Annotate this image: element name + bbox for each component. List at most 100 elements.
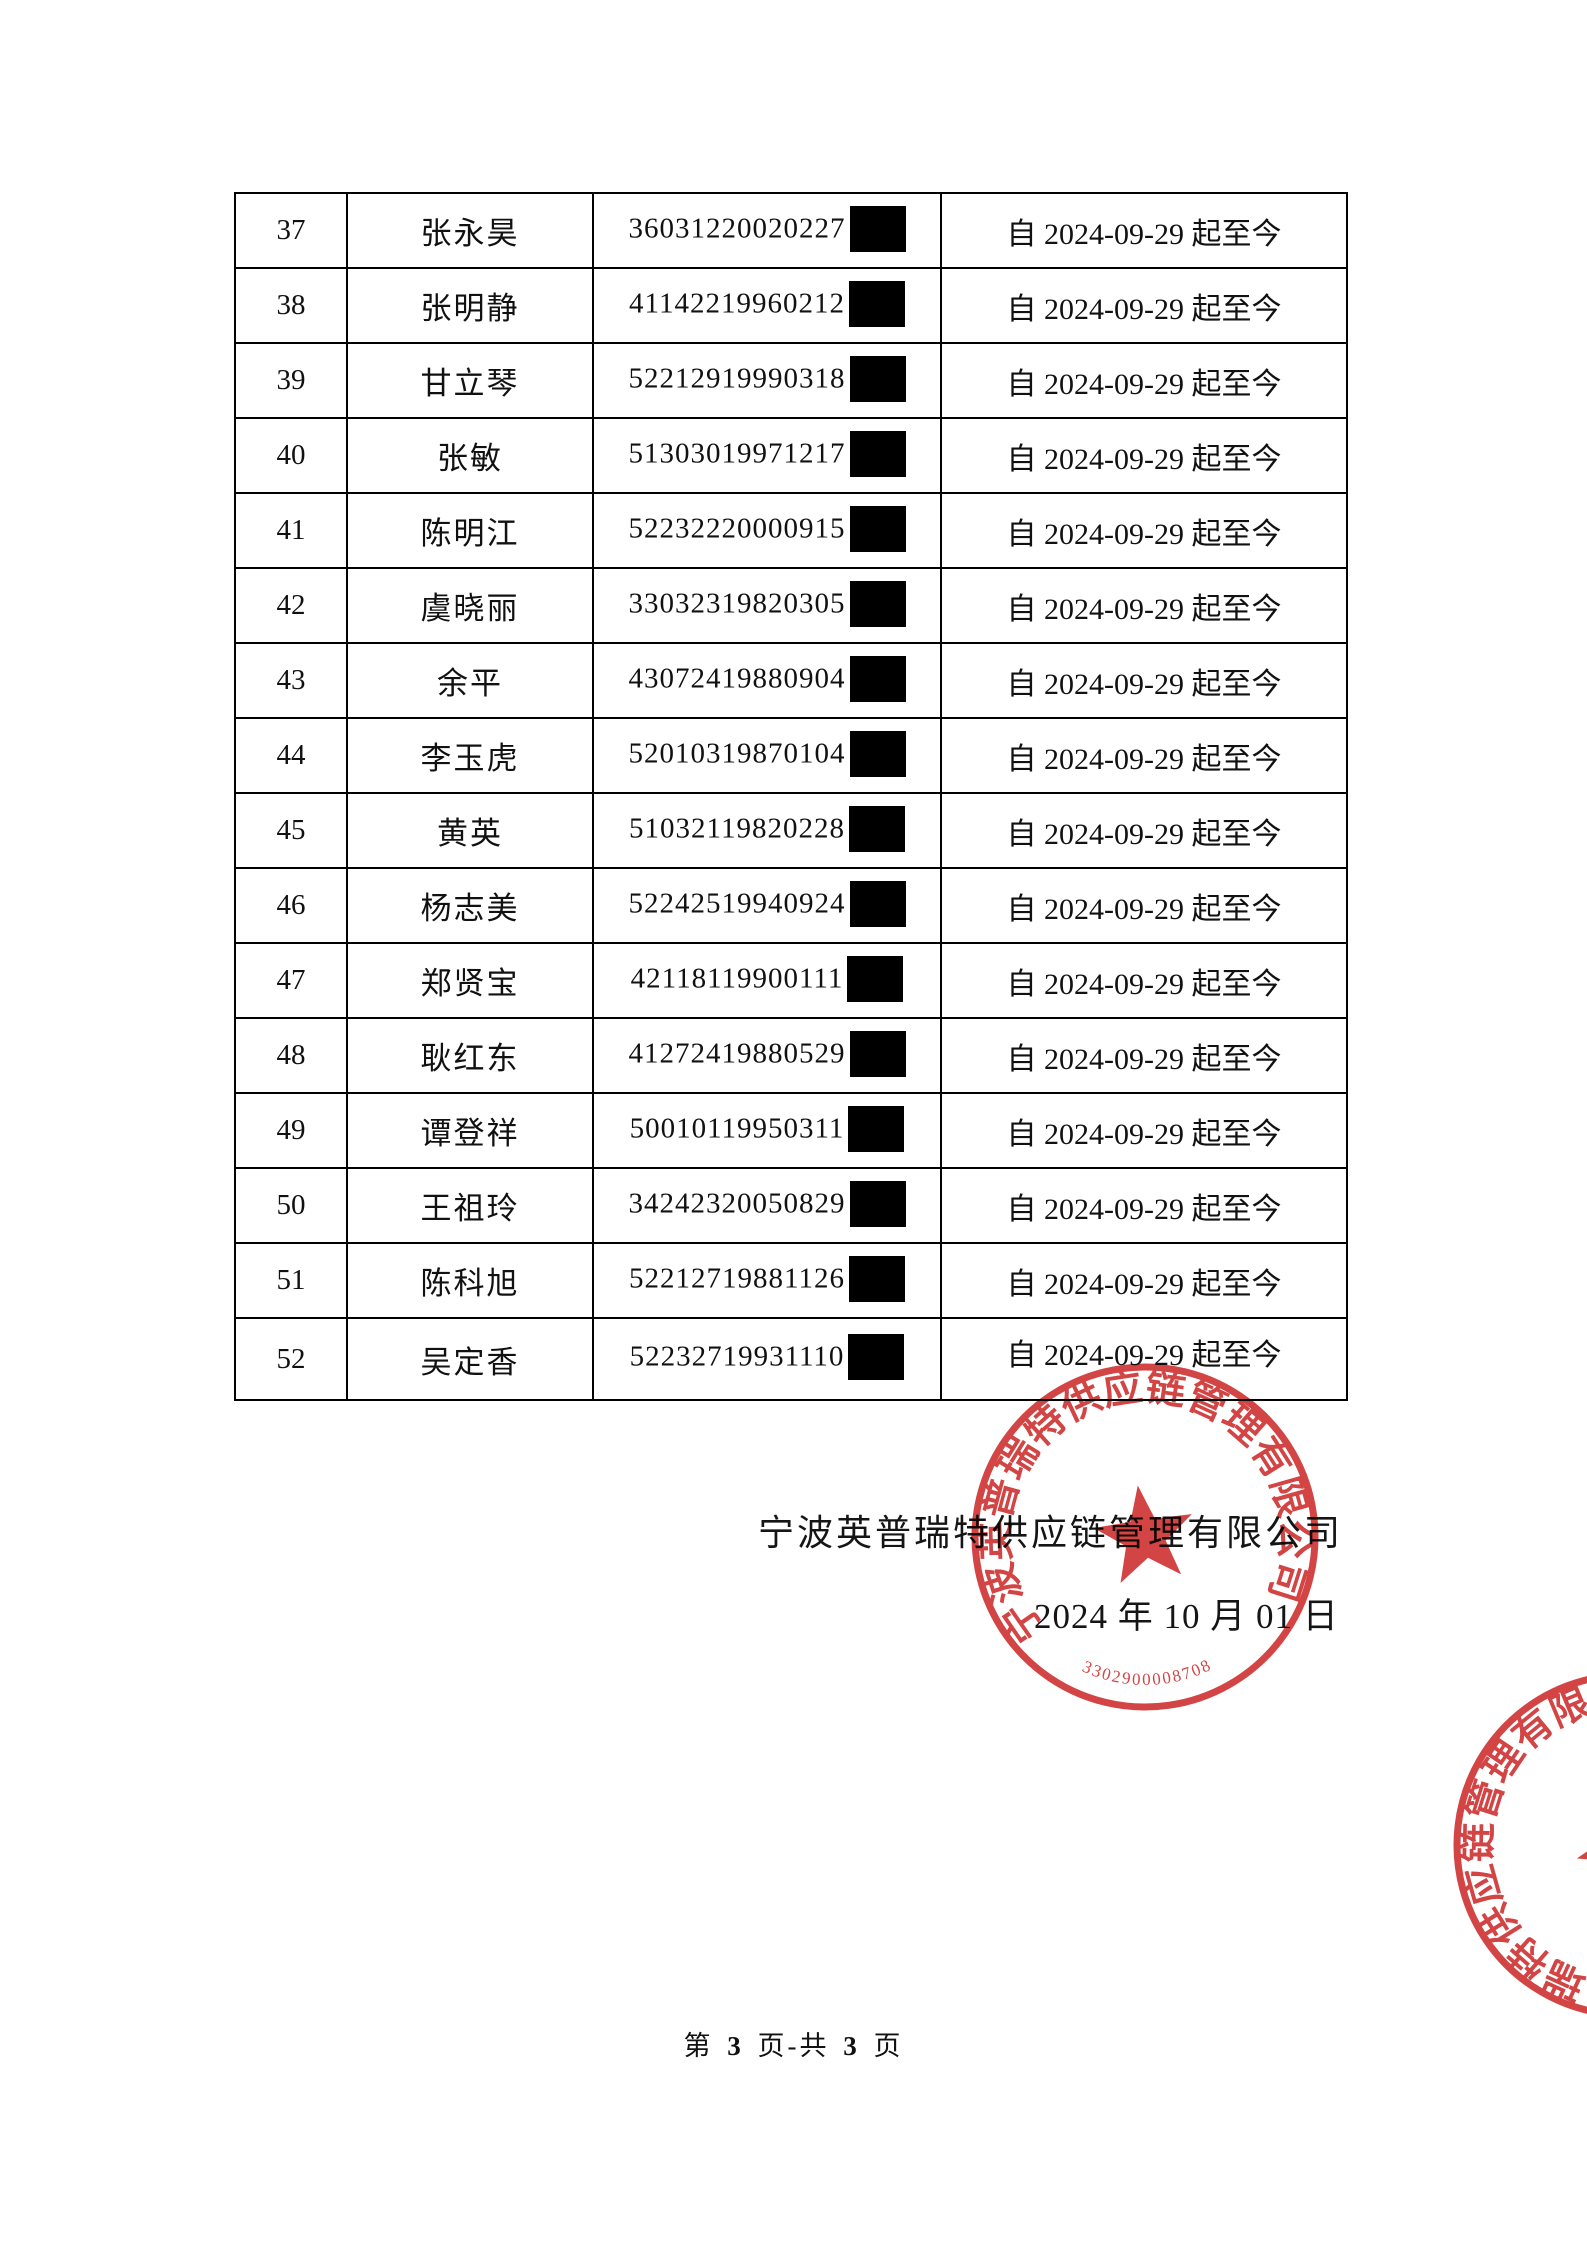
footer-text-prefix: 第 — [683, 2031, 724, 2061]
table-row: 51 陈科旭 52212719881126 自 2024-09-29 起至今 — [234, 1242, 1348, 1319]
company-signature: 宁波英普瑞特供应链管理有限公司 — [758, 1513, 1344, 1553]
redaction-box — [849, 505, 906, 552]
partial-seal-stamp: 宁波英普瑞特供应链管理有限公司 3302900008708 — [1447, 1665, 1587, 2025]
validity-period-cell: 自 2024-09-29 起至今 — [940, 717, 1348, 794]
table-row: 43 余平 43072419880904 自 2024-09-29 起至今 — [234, 642, 1348, 719]
id-number-cell: 36031220020227 — [592, 192, 942, 269]
personnel-table-body: 37 张永昊 36031220020227 自 2024-09-29 起至今 3… — [234, 192, 1348, 1401]
validity-period-cell: 自 2024-09-29 起至今 — [940, 792, 1348, 869]
id-number-digits: 51032119820228 — [629, 812, 845, 845]
person-name-cell: 张永昊 — [346, 192, 594, 269]
person-name-cell: 郑贤宝 — [346, 942, 594, 1019]
table-row: 39 甘立琴 52212919990318 自 2024-09-29 起至今 — [234, 342, 1348, 419]
redaction-box — [849, 430, 906, 477]
redaction-box — [848, 1334, 905, 1380]
id-number-digits: 34242320050829 — [628, 1187, 846, 1220]
id-number-digits: 42118119900111 — [630, 962, 844, 995]
row-number-cell: 48 — [234, 1017, 348, 1094]
validity-period-cell: 自 2024-09-29 起至今 — [940, 567, 1348, 644]
table-row: 44 李玉虎 52010319870104 自 2024-09-29 起至今 — [234, 717, 1348, 794]
person-name-cell: 谭登祥 — [346, 1092, 594, 1169]
table-row: 50 王祖玲 34242320050829 自 2024-09-29 起至今 — [234, 1167, 1348, 1244]
id-number-cell: 52232220000915 — [592, 492, 942, 569]
personnel-table: 37 张永昊 36031220020227 自 2024-09-29 起至今 3… — [234, 192, 1348, 1401]
validity-period-cell: 自 2024-09-29 起至今 — [940, 942, 1348, 1019]
footer-text-middle: 页-共 — [747, 2031, 840, 2061]
person-name-cell: 杨志美 — [346, 867, 594, 944]
person-name-cell: 耿红东 — [346, 1017, 594, 1094]
row-number-cell: 38 — [234, 267, 348, 344]
redaction-box — [847, 955, 904, 1002]
id-number-cell: 52212919990318 — [592, 342, 942, 419]
star-icon — [1576, 1801, 1587, 1897]
id-number-digits: 52212719881126 — [629, 1262, 845, 1295]
redaction-box — [849, 880, 906, 927]
table-row: 42 虞晓丽 33032319820305 自 2024-09-29 起至今 — [234, 567, 1348, 644]
row-number-cell: 52 — [234, 1317, 348, 1401]
row-number-cell: 46 — [234, 867, 348, 944]
id-number-cell: 42118119900111 — [592, 942, 942, 1019]
footer-text-suffix: 页 — [863, 2031, 904, 2061]
validity-period-cell: 自 2024-09-29 起至今 — [940, 867, 1348, 944]
row-number-cell: 39 — [234, 342, 348, 419]
table-row: 41 陈明江 52232220000915 自 2024-09-29 起至今 — [234, 492, 1348, 569]
validity-period-cell: 自 2024-09-29 起至今 — [940, 492, 1348, 569]
validity-period-cell: 自 2024-09-29 起至今 — [940, 1092, 1348, 1169]
person-name-cell: 甘立琴 — [346, 342, 594, 419]
page-footer: 第 3 页-共 3 页 — [0, 2024, 1587, 2063]
total-page-number: 3 — [843, 2031, 860, 2061]
person-name-cell: 张明静 — [346, 267, 594, 344]
redaction-box — [848, 1105, 905, 1152]
id-number-digits: 33032319820305 — [628, 587, 846, 620]
validity-period-cell: 自 2024-09-29 起至今 — [940, 342, 1348, 419]
person-name-cell: 陈科旭 — [346, 1242, 594, 1319]
validity-period-cell: 自 2024-09-29 起至今 — [940, 1167, 1348, 1244]
id-number-digits: 41272419880529 — [628, 1037, 846, 1070]
redaction-box — [848, 1255, 905, 1302]
id-number-cell: 50010119950311 — [592, 1092, 942, 1169]
row-number-cell: 47 — [234, 942, 348, 1019]
redaction-box — [848, 280, 905, 327]
id-number-cell: 34242320050829 — [592, 1167, 942, 1244]
redaction-box — [849, 1180, 906, 1227]
id-number-cell: 51303019971217 — [592, 417, 942, 494]
id-number-cell: 52232719931110 — [592, 1317, 942, 1401]
row-number-cell: 37 — [234, 192, 348, 269]
table-row: 37 张永昊 36031220020227 自 2024-09-29 起至今 — [234, 192, 1348, 269]
table-row: 38 张明静 41142219960212 自 2024-09-29 起至今 — [234, 267, 1348, 344]
validity-period-cell: 自 2024-09-29 起至今 — [940, 267, 1348, 344]
id-number-cell: 43072419880904 — [592, 642, 942, 719]
redaction-box — [849, 655, 906, 702]
validity-period-cell: 自 2024-09-29 起至今 — [940, 192, 1348, 269]
signature-date: 2024 年 10 月 01 日 — [1034, 1597, 1339, 1636]
id-number-digits: 52232719931110 — [629, 1340, 845, 1373]
id-number-cell: 41272419880529 — [592, 1017, 942, 1094]
redaction-box — [848, 805, 905, 852]
validity-period-cell: 自 2024-09-29 起至今 — [940, 1317, 1348, 1401]
id-number-digits: 50010119950311 — [629, 1112, 845, 1145]
id-number-digits: 52212919990318 — [628, 362, 846, 395]
id-number-digits: 43072419880904 — [628, 662, 846, 695]
id-number-digits: 52010319870104 — [628, 737, 846, 770]
person-name-cell: 余平 — [346, 642, 594, 719]
validity-period-cell: 自 2024-09-29 起至今 — [940, 1242, 1348, 1319]
current-page-number: 3 — [727, 2031, 744, 2061]
id-number-cell: 52212719881126 — [592, 1242, 942, 1319]
id-number-cell: 52010319870104 — [592, 717, 942, 794]
validity-period-cell: 自 2024-09-29 起至今 — [940, 642, 1348, 719]
id-number-cell: 51032119820228 — [592, 792, 942, 869]
seal-serial-number: 3302900008708 — [1077, 1640, 1216, 1700]
seal-company-arc-text: 宁波英普瑞特供应链管理有限公司 — [1447, 1665, 1587, 2025]
id-number-digits: 52232220000915 — [628, 512, 846, 545]
svg-text:3302900008708: 3302900008708 — [1077, 1640, 1216, 1700]
seal-border — [1453, 1671, 1587, 2019]
svg-text:宁波英普瑞特供应链管理有限公司: 宁波英普瑞特供应链管理有限公司 — [1447, 1665, 1587, 2025]
person-name-cell: 吴定香 — [346, 1317, 594, 1401]
row-number-cell: 40 — [234, 417, 348, 494]
table-row: 46 杨志美 52242519940924 自 2024-09-29 起至今 — [234, 867, 1348, 944]
person-name-cell: 虞晓丽 — [346, 567, 594, 644]
row-number-cell: 43 — [234, 642, 348, 719]
id-number-digits: 41142219960212 — [629, 287, 845, 320]
id-number-cell: 33032319820305 — [592, 567, 942, 644]
